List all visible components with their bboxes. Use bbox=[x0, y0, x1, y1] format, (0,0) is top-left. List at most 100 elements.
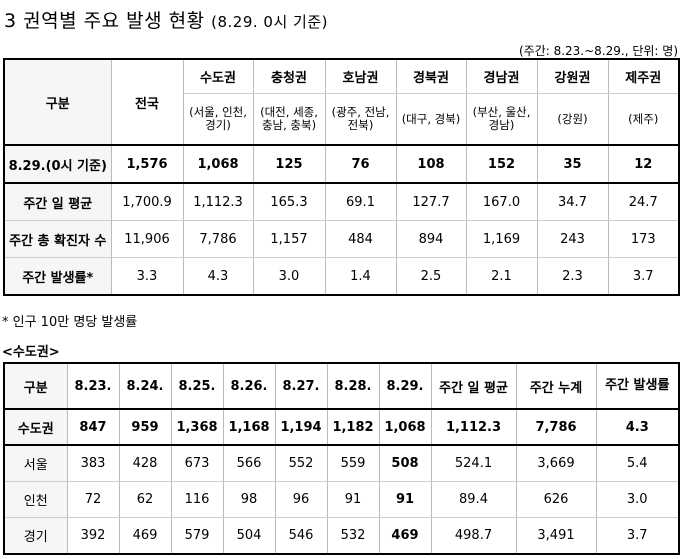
table-row: 서울 383 428 673 566 552 559 508 524.1 3,6… bbox=[4, 445, 679, 482]
cell-value: 959 bbox=[119, 409, 172, 446]
header-date: 8.23. bbox=[67, 363, 120, 410]
header-date: 8.27. bbox=[275, 363, 328, 410]
page-title: 3 권역별 주요 발생 현황 (8.29. 0시 기준) bbox=[4, 6, 328, 33]
header-daily-average: 주간 일 평균 bbox=[431, 363, 517, 410]
cell-value: 2.5 bbox=[396, 257, 467, 296]
cell-value: 392 bbox=[67, 517, 120, 555]
cell-value: 1,700.9 bbox=[111, 183, 184, 221]
cell-value: 1,112.3 bbox=[431, 409, 517, 446]
cell-value: 62 bbox=[119, 481, 172, 518]
header-region-name: 경남권 bbox=[466, 59, 538, 94]
cell-value: 532 bbox=[327, 517, 380, 555]
cell-value: 673 bbox=[171, 445, 224, 482]
cell-value: 1,068 bbox=[379, 409, 432, 446]
cell-value: 3,491 bbox=[516, 517, 597, 555]
cell-value: 3.0 bbox=[253, 257, 326, 296]
cell-value: 96 bbox=[275, 481, 328, 518]
cell-value: 91 bbox=[327, 481, 380, 518]
cell-value: 428 bbox=[119, 445, 172, 482]
cell-value: 7,786 bbox=[183, 220, 254, 258]
header-date: 8.29. bbox=[379, 363, 432, 410]
cell-value: 1,168 bbox=[223, 409, 276, 446]
cell-value: 1,194 bbox=[275, 409, 328, 446]
cell-value: 847 bbox=[67, 409, 120, 446]
cell-value: 91 bbox=[379, 481, 432, 518]
cell-value: 552 bbox=[275, 445, 328, 482]
cell-value: 1,576 bbox=[111, 145, 184, 184]
header-region-sub: (서울, 인천, 경기) bbox=[183, 93, 254, 146]
cell-value: 116 bbox=[171, 481, 224, 518]
header-region-sub: (강원) bbox=[537, 93, 609, 146]
row-label: 주간 발생률* bbox=[4, 257, 112, 296]
header-date: 8.24. bbox=[119, 363, 172, 410]
cell-value: 1,182 bbox=[327, 409, 380, 446]
cell-value: 4.3 bbox=[596, 409, 679, 446]
cell-value: 35 bbox=[537, 145, 609, 184]
cell-value: 1,368 bbox=[171, 409, 224, 446]
header-national: 전국 bbox=[111, 59, 184, 146]
cell-value: 579 bbox=[171, 517, 224, 555]
header-region-sub: (제주) bbox=[608, 93, 679, 146]
table-row: 주간 총 확진자 수 11,906 7,786 1,157 484 894 1,… bbox=[4, 220, 679, 258]
header-weekly-total: 주간 누계 bbox=[516, 363, 597, 410]
header-corner: 구분 bbox=[4, 59, 112, 146]
cell-value: 4.3 bbox=[183, 257, 254, 296]
cell-value: 1,068 bbox=[183, 145, 254, 184]
cell-value: 469 bbox=[379, 517, 432, 555]
header-region-sub: (대전, 세종, 충남, 충북) bbox=[253, 93, 326, 146]
cell-value: 1,112.3 bbox=[183, 183, 254, 221]
header-region-name: 경북권 bbox=[396, 59, 467, 94]
row-label: 주간 일 평균 bbox=[4, 183, 112, 221]
cell-value: 894 bbox=[396, 220, 467, 258]
cell-value: 3.3 bbox=[111, 257, 184, 296]
cell-value: 24.7 bbox=[608, 183, 679, 221]
row-label: 수도권 bbox=[4, 409, 68, 446]
header-region-name: 호남권 bbox=[325, 59, 397, 94]
cell-value: 508 bbox=[379, 445, 432, 482]
cell-value: 2.1 bbox=[466, 257, 538, 296]
table-row: 8.29.(0시 기준) 1,576 1,068 125 76 108 152 … bbox=[4, 145, 679, 184]
region-label: <수도권> bbox=[2, 345, 60, 360]
cell-value: 3.7 bbox=[608, 257, 679, 296]
cell-value: 76 bbox=[325, 145, 397, 184]
cell-value: 152 bbox=[466, 145, 538, 184]
cell-value: 2.3 bbox=[537, 257, 609, 296]
header-region-name: 제주권 bbox=[608, 59, 679, 94]
cell-value: 469 bbox=[119, 517, 172, 555]
cell-value: 72 bbox=[67, 481, 120, 518]
header-region-name: 충청권 bbox=[253, 59, 326, 94]
footnote: * 인구 10만 명당 발생률 bbox=[2, 315, 138, 330]
table-row: 주간 일 평균 1,700.9 1,112.3 165.3 69.1 127.7… bbox=[4, 183, 679, 221]
header-region-name: 강원권 bbox=[537, 59, 609, 94]
table-row: 수도권 847 959 1,368 1,168 1,194 1,182 1,06… bbox=[4, 409, 679, 446]
row-label: 주간 총 확진자 수 bbox=[4, 220, 112, 258]
title-sub: (8.29. 0시 기준) bbox=[211, 13, 328, 31]
header-region-sub: (대구, 경북) bbox=[396, 93, 467, 146]
cell-value: 12 bbox=[608, 145, 679, 184]
header-weekly-rate: 주간 발생률 bbox=[596, 363, 679, 410]
cell-value: 504 bbox=[223, 517, 276, 555]
title-main: 3 권역별 주요 발생 현황 bbox=[4, 10, 205, 32]
cell-value: 3.0 bbox=[596, 481, 679, 518]
cell-value: 243 bbox=[537, 220, 609, 258]
cell-value: 127.7 bbox=[396, 183, 467, 221]
cell-value: 498.7 bbox=[431, 517, 517, 555]
regional-summary-table: 구분 전국 수도권 충청권 호남권 경북권 경남권 강원권 제주권 (서울, 인… bbox=[3, 58, 680, 296]
cell-value: 566 bbox=[223, 445, 276, 482]
cell-value: 167.0 bbox=[466, 183, 538, 221]
header-region-sub: (부산, 울산, 경남) bbox=[466, 93, 538, 146]
header-corner: 구분 bbox=[4, 363, 68, 410]
header-region-sub: (광주, 전남, 전북) bbox=[325, 93, 397, 146]
cell-value: 89.4 bbox=[431, 481, 517, 518]
header-region-name: 수도권 bbox=[183, 59, 254, 94]
cell-value: 3.7 bbox=[596, 517, 679, 555]
cell-value: 3,669 bbox=[516, 445, 597, 482]
cell-value: 69.1 bbox=[325, 183, 397, 221]
cell-value: 1,169 bbox=[466, 220, 538, 258]
row-label: 8.29.(0시 기준) bbox=[4, 145, 112, 184]
cell-value: 7,786 bbox=[516, 409, 597, 446]
cell-value: 559 bbox=[327, 445, 380, 482]
cell-value: 11,906 bbox=[111, 220, 184, 258]
row-label: 서울 bbox=[4, 445, 68, 482]
row-label: 인천 bbox=[4, 481, 68, 518]
